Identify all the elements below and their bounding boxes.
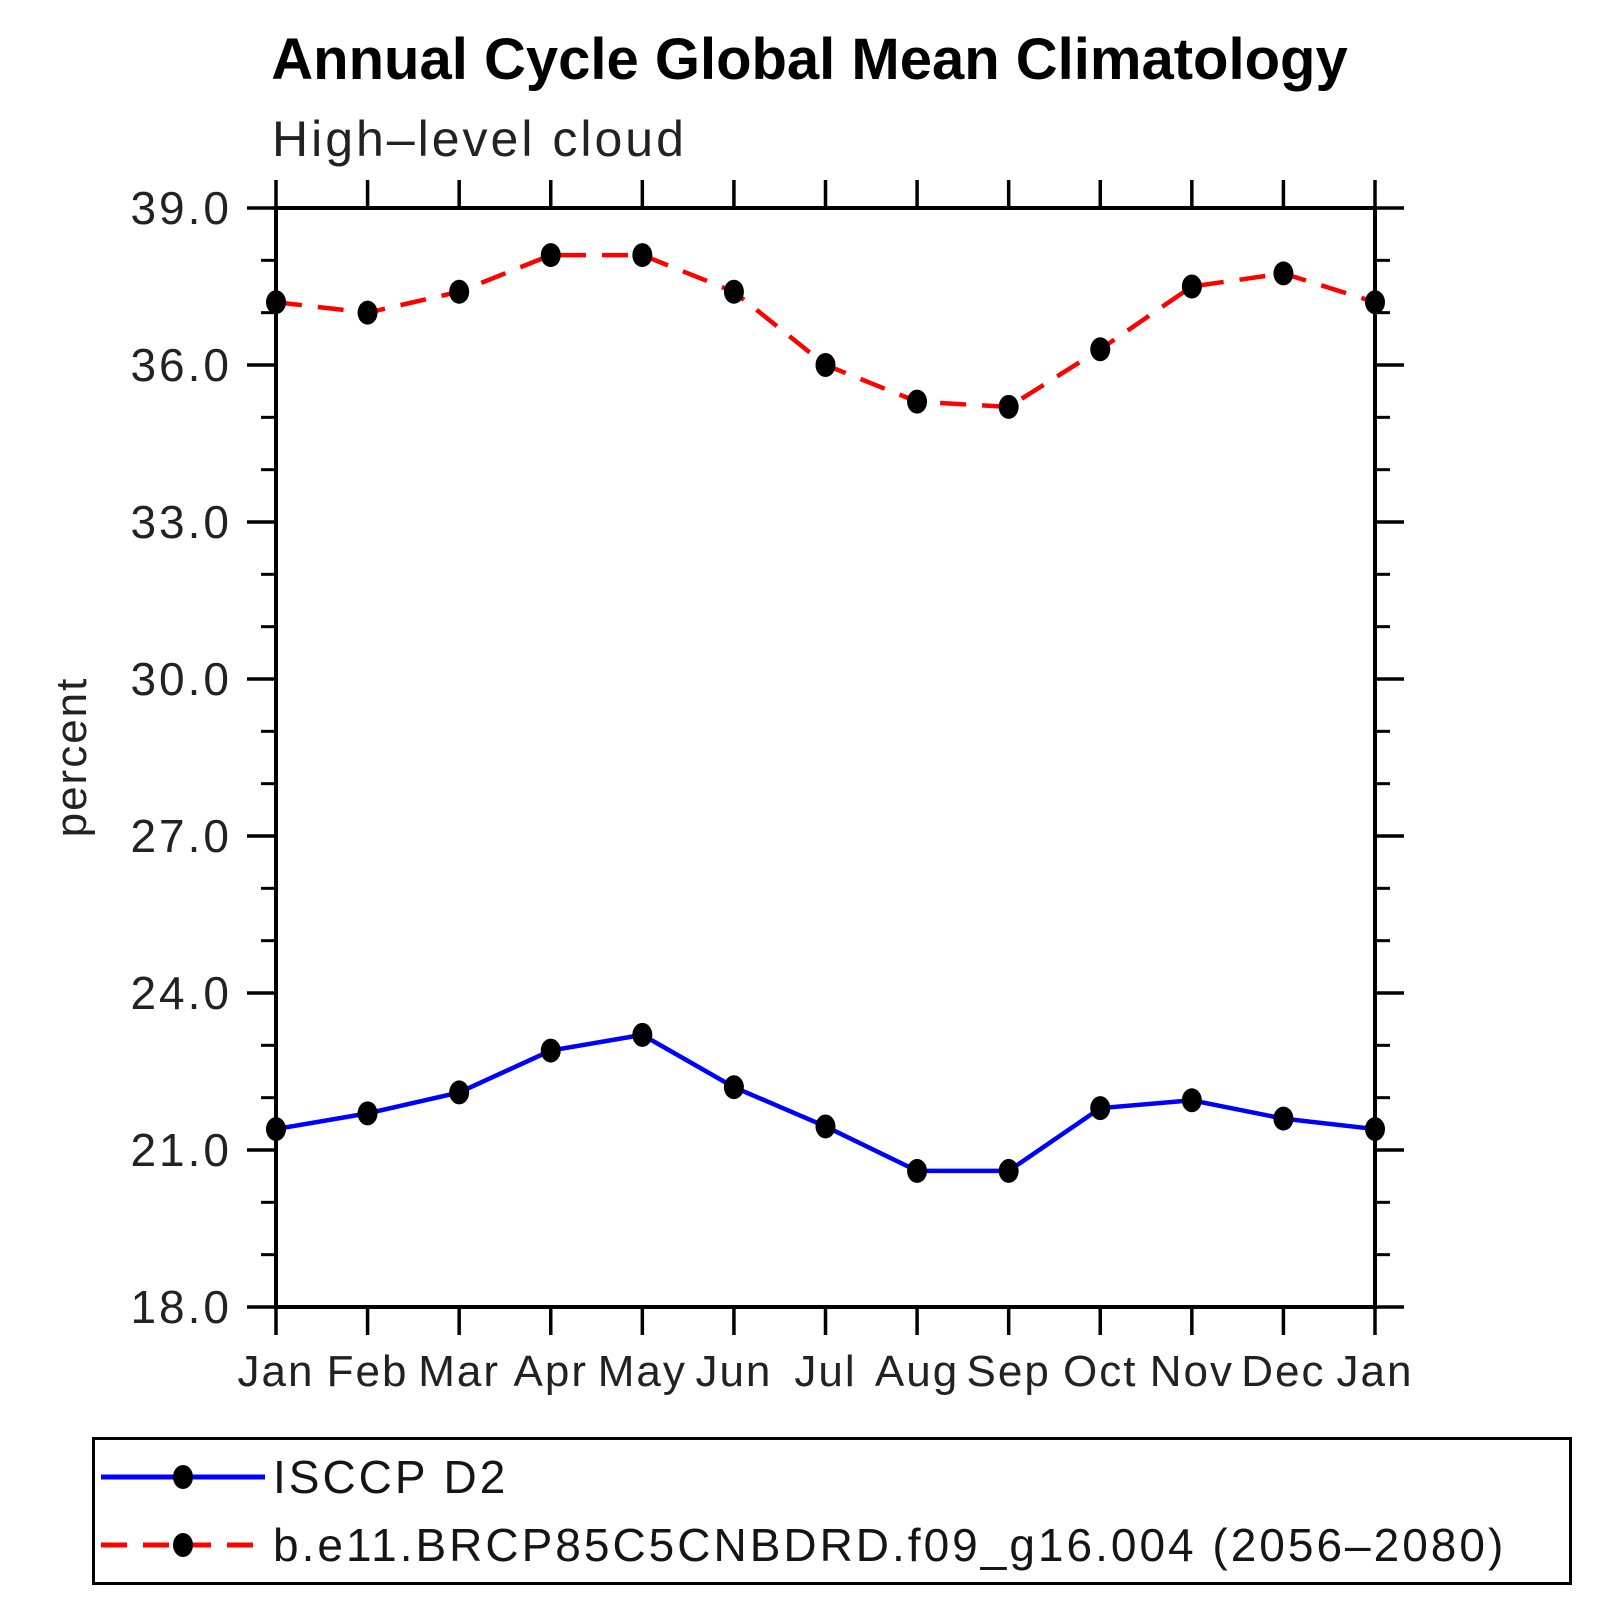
- x-tick-label: Oct: [1063, 1347, 1137, 1396]
- data-point-series-0: [1090, 1096, 1111, 1121]
- x-tick-label: May: [598, 1347, 687, 1396]
- y-tick-label: 21.0: [130, 1124, 232, 1176]
- data-point-series-0: [540, 1038, 561, 1063]
- x-tick-label: Jan: [1337, 1347, 1414, 1396]
- y-tick-label: 27.0: [130, 810, 232, 862]
- x-tick-label: Apr: [514, 1347, 588, 1396]
- x-tick-label: Jan: [238, 1347, 315, 1396]
- data-point-series-0: [998, 1158, 1019, 1183]
- legend-label-isccp-d2: ISCCP D2: [273, 1451, 509, 1503]
- data-point-series-0: [357, 1101, 378, 1126]
- plot-frame: [274, 206, 1377, 1309]
- x-tick-label: Nov: [1150, 1347, 1234, 1396]
- data-point-series-0: [723, 1075, 744, 1100]
- data-point-series-1: [357, 300, 378, 325]
- data-point-series-0: [449, 1080, 470, 1105]
- y-tick-label: 33.0: [130, 496, 232, 548]
- legend-label-model-run: b.e11.BRCP85C5CNBDRD.f09_g16.004 (2056–2…: [273, 1519, 1507, 1571]
- data-point-series-1: [907, 389, 928, 414]
- legend-item-isccp-d2: ISCCP D2: [99, 1446, 1569, 1508]
- data-point-series-0: [632, 1022, 653, 1047]
- data-point-series-1: [1181, 274, 1202, 299]
- x-tick-label: Jul: [794, 1347, 856, 1396]
- data-point-series-0: [1273, 1106, 1294, 1131]
- legend-solid-line-icon: [101, 1465, 265, 1489]
- data-point-series-1: [815, 353, 836, 377]
- data-point-series-0: [815, 1114, 836, 1139]
- data-point-series-1: [1090, 337, 1111, 362]
- y-tick-label: 39.0: [130, 182, 232, 234]
- data-point-series-1: [632, 243, 653, 268]
- data-point-series-0: [1181, 1088, 1202, 1113]
- series-line-1: [275, 252, 1376, 410]
- y-tick-label: 36.0: [130, 339, 232, 391]
- data-point-series-0: [1365, 1117, 1385, 1142]
- legend-dashed-line-icon: [101, 1533, 265, 1557]
- data-point-series-0: [907, 1158, 928, 1183]
- data-point-series-1: [1365, 290, 1385, 315]
- legend-item-model-run: b.e11.BRCP85C5CNBDRD.f09_g16.004 (2056–2…: [99, 1514, 1569, 1576]
- data-point-series-1: [1273, 261, 1294, 286]
- series-line-0: [275, 1032, 1376, 1174]
- data-point-series-1: [723, 279, 744, 304]
- data-point-series-0: [266, 1117, 286, 1142]
- chart-title: Annual Cycle Global Mean Climatology: [271, 27, 1348, 92]
- x-tick-label: Dec: [1241, 1347, 1325, 1396]
- x-tick-label: Mar: [418, 1347, 500, 1396]
- x-tick-label: Sep: [967, 1347, 1051, 1396]
- x-tick-label: Jun: [695, 1347, 772, 1396]
- chart-subtitle: High–level cloud: [272, 111, 687, 167]
- data-point-series-1: [540, 243, 561, 268]
- data-point-series-1: [449, 279, 470, 304]
- x-tick-label: Feb: [327, 1347, 409, 1396]
- legend-box: ISCCP D2 b.e11.BRCP85C5CNBDRD.f09_g16.00…: [92, 1437, 1572, 1585]
- data-point-series-1: [266, 290, 286, 315]
- data-point-series-1: [998, 394, 1019, 419]
- y-tick-label: 18.0: [130, 1281, 232, 1333]
- x-tick-label: Aug: [875, 1347, 959, 1396]
- y-tick-label: 24.0: [130, 967, 232, 1019]
- y-tick-label: 30.0: [130, 653, 232, 705]
